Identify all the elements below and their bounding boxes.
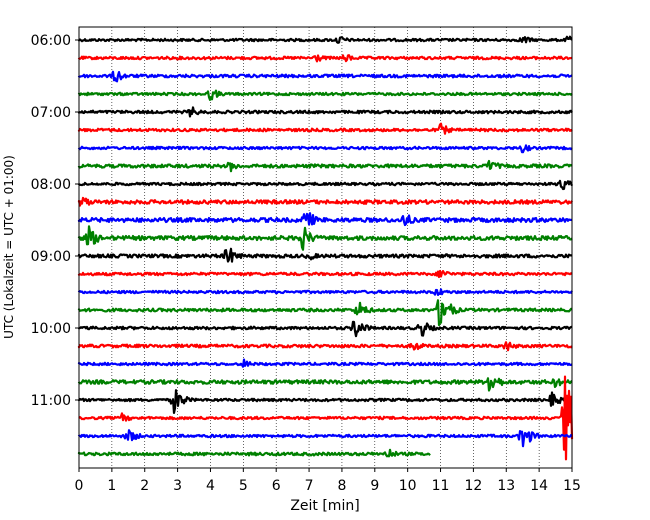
y-tick-label: 09:00 [31, 249, 71, 265]
trace-1045 [77, 377, 573, 392]
y-tick-label: 06:00 [31, 33, 71, 49]
x-tick-label: 15 [563, 478, 581, 494]
y-tick-label: 11:00 [31, 393, 71, 409]
trace-0615 [77, 54, 573, 63]
trace-0630 [77, 70, 573, 83]
y-tick-label: 10:00 [31, 321, 71, 337]
trace-0715 [77, 122, 573, 135]
trace-1000 [77, 320, 573, 338]
x-tick-label: 11 [432, 478, 450, 494]
trace-0600 [77, 35, 573, 44]
trace-0730 [77, 144, 573, 154]
trace-0745 [77, 159, 573, 173]
trace-0800 [77, 179, 574, 191]
x-tick-label: 13 [497, 478, 515, 494]
trace-layer [77, 35, 574, 461]
x-tick-label: 2 [140, 478, 149, 494]
x-axis: 0 1 2 3 4 5 6 7 8 9 10 11 12 13 14 15 [75, 468, 581, 494]
trace-0645 [77, 89, 573, 101]
x-tick-label: 3 [173, 478, 182, 494]
x-tick-label: 5 [239, 478, 248, 494]
x-tick-label: 14 [530, 478, 548, 494]
x-tick-label: 1 [107, 478, 116, 494]
trace-1145 [77, 448, 431, 458]
y-axis-label: UTC (Lokalzeit = UTC + 01:00) [2, 155, 16, 339]
x-tick-label: 9 [370, 478, 379, 494]
plot-frame [78, 26, 573, 469]
y-tick-label: 08:00 [31, 177, 71, 193]
trace-0815 [77, 196, 573, 207]
x-tick-label: 6 [272, 478, 281, 494]
trace-0700 [77, 106, 573, 118]
trace-0930 [77, 288, 573, 296]
y-tick-label: 07:00 [31, 105, 71, 121]
trace-1130 [77, 429, 573, 448]
x-tick-label: 10 [399, 478, 417, 494]
trace-0915 [77, 269, 573, 279]
trace-0845 [77, 225, 573, 251]
trace-1030 [77, 358, 573, 368]
trace-0945 [77, 299, 573, 327]
trace-1015 [77, 341, 573, 352]
y-axis: 06:00 07:00 08:00 09:00 10:00 11:00 [31, 33, 79, 409]
x-tick-label: 12 [464, 478, 482, 494]
x-tick-label: 7 [305, 478, 314, 494]
x-tick-label: 0 [75, 478, 84, 494]
x-tick-label: 8 [337, 478, 346, 494]
trace-1100 [77, 389, 573, 414]
trace-0900 [77, 247, 573, 263]
trace-0830 [77, 212, 573, 227]
x-tick-label: 4 [206, 478, 215, 494]
trace-1115 [78, 375, 574, 461]
x-axis-label: Zeit [min] [290, 498, 359, 514]
